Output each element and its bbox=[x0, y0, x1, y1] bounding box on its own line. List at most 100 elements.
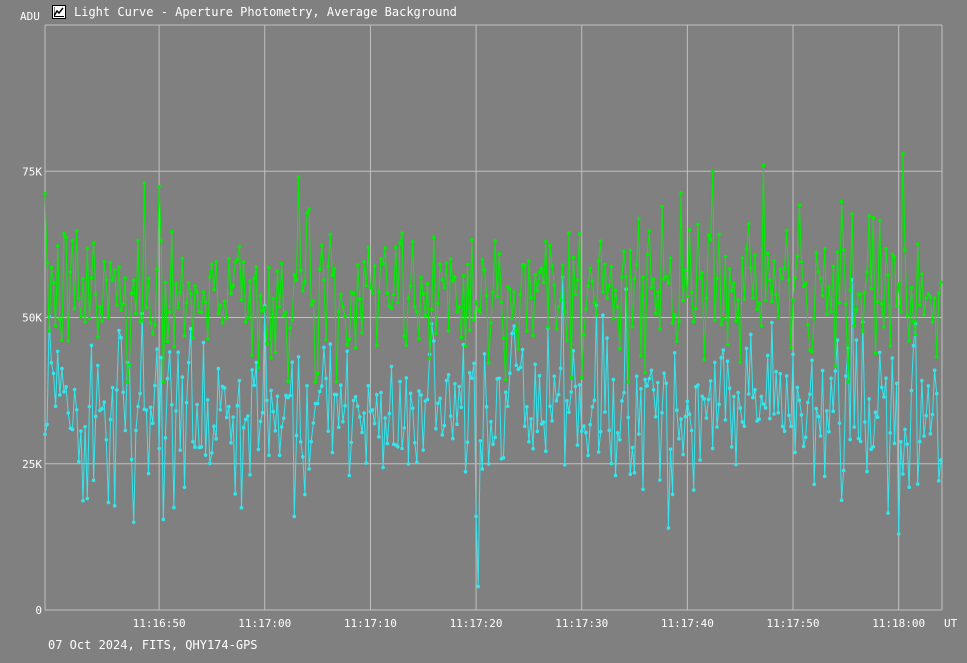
green-data-point bbox=[541, 280, 546, 285]
y-tick-label: 25K bbox=[22, 458, 42, 471]
cyan-data-point bbox=[243, 417, 248, 422]
green-data-point bbox=[799, 260, 804, 264]
green-data-point bbox=[867, 214, 871, 218]
cyan-data-point bbox=[324, 376, 328, 381]
green-data-point bbox=[284, 310, 288, 315]
cyan-data-point bbox=[432, 339, 436, 343]
green-data-point bbox=[803, 281, 808, 286]
cyan-data-point bbox=[525, 405, 529, 409]
cyan-data-point bbox=[370, 408, 375, 412]
cyan-data-point bbox=[506, 404, 510, 409]
cyan-data-point bbox=[660, 410, 664, 415]
cyan-data-point bbox=[584, 430, 588, 435]
cyan-data-point bbox=[153, 383, 157, 388]
cyan-data-point bbox=[816, 414, 821, 419]
green-data-point bbox=[91, 241, 96, 245]
green-data-point bbox=[700, 271, 704, 275]
cyan-data-point bbox=[180, 375, 185, 379]
green-data-point bbox=[937, 291, 941, 296]
green-data-point bbox=[628, 248, 633, 253]
green-data-point bbox=[77, 296, 81, 300]
cyan-data-point bbox=[831, 409, 835, 414]
chart-icon[interactable] bbox=[52, 5, 66, 19]
green-data-point bbox=[791, 298, 795, 302]
cyan-data-point bbox=[615, 431, 620, 435]
cyan-data-point bbox=[664, 381, 668, 386]
cyan-data-point bbox=[806, 400, 810, 405]
cyan-data-point bbox=[377, 435, 381, 439]
cyan-data-point bbox=[159, 355, 163, 360]
green-data-point bbox=[104, 278, 109, 282]
y-tick-label: 75K bbox=[22, 165, 42, 178]
green-data-point bbox=[778, 267, 783, 272]
cyan-data-point bbox=[406, 462, 411, 466]
green-data-point bbox=[347, 337, 352, 342]
green-data-point bbox=[250, 353, 254, 358]
green-data-point bbox=[563, 310, 567, 314]
cyan-data-point bbox=[932, 368, 937, 373]
green-data-point bbox=[656, 290, 660, 294]
green-data-point bbox=[672, 313, 677, 317]
green-data-point bbox=[835, 250, 840, 254]
cyan-data-point bbox=[829, 376, 833, 381]
cyan-data-point bbox=[639, 387, 643, 391]
green-data-point bbox=[653, 311, 658, 316]
cyan-data-point bbox=[277, 453, 282, 458]
green-data-point bbox=[43, 192, 47, 196]
cyan-data-point bbox=[899, 440, 903, 444]
green-data-point bbox=[328, 232, 333, 237]
cyan-data-point bbox=[675, 408, 679, 413]
green-data-point bbox=[789, 346, 793, 350]
cyan-data-point bbox=[586, 453, 590, 458]
cyan-data-point bbox=[205, 398, 210, 402]
green-data-point bbox=[189, 292, 193, 296]
cyan-data-point bbox=[696, 383, 700, 387]
green-data-point bbox=[151, 332, 155, 336]
green-data-point bbox=[144, 305, 149, 310]
green-data-point bbox=[68, 270, 73, 275]
cyan-data-point bbox=[434, 426, 438, 431]
cyan-data-point bbox=[402, 426, 407, 430]
cyan-data-point bbox=[541, 420, 546, 424]
cyan-data-point bbox=[761, 402, 766, 406]
green-data-point bbox=[170, 230, 174, 234]
cyan-data-point bbox=[774, 369, 778, 374]
footer-info: 07 Oct 2024, FITS, QHY174-GPS bbox=[48, 638, 258, 652]
green-data-point bbox=[548, 243, 552, 248]
green-data-point bbox=[326, 264, 331, 269]
green-data-point bbox=[575, 278, 580, 282]
green-data-point bbox=[330, 273, 335, 278]
green-data-point bbox=[546, 325, 550, 329]
cyan-data-point bbox=[269, 388, 273, 393]
green-data-point bbox=[419, 275, 423, 280]
green-data-point bbox=[362, 259, 366, 264]
cyan-data-point bbox=[814, 406, 819, 411]
green-data-point bbox=[689, 290, 694, 295]
green-data-point bbox=[915, 242, 920, 246]
cyan-data-point bbox=[189, 326, 193, 331]
green-data-point bbox=[159, 238, 163, 243]
cyan-data-point bbox=[780, 424, 785, 429]
cyan-data-point bbox=[51, 371, 56, 376]
green-data-point bbox=[438, 262, 442, 267]
cyan-data-point bbox=[186, 360, 191, 365]
cyan-data-point bbox=[233, 492, 237, 496]
cyan-data-point bbox=[930, 412, 935, 417]
cyan-data-point bbox=[351, 398, 356, 403]
green-data-point bbox=[258, 293, 263, 298]
cyan-data-point bbox=[679, 417, 683, 421]
cyan-data-point bbox=[91, 478, 96, 483]
cyan-data-point bbox=[759, 394, 764, 399]
green-data-point bbox=[125, 380, 130, 384]
green-data-point bbox=[317, 267, 322, 272]
green-data-point bbox=[613, 288, 618, 292]
cyan-data-point bbox=[163, 436, 168, 440]
green-data-point bbox=[510, 316, 514, 321]
green-data-point bbox=[535, 288, 540, 293]
green-data-point bbox=[685, 294, 690, 299]
cyan-data-point bbox=[672, 351, 677, 355]
cyan-data-point bbox=[668, 447, 673, 452]
green-data-point bbox=[497, 252, 502, 256]
cyan-data-point bbox=[362, 411, 366, 415]
